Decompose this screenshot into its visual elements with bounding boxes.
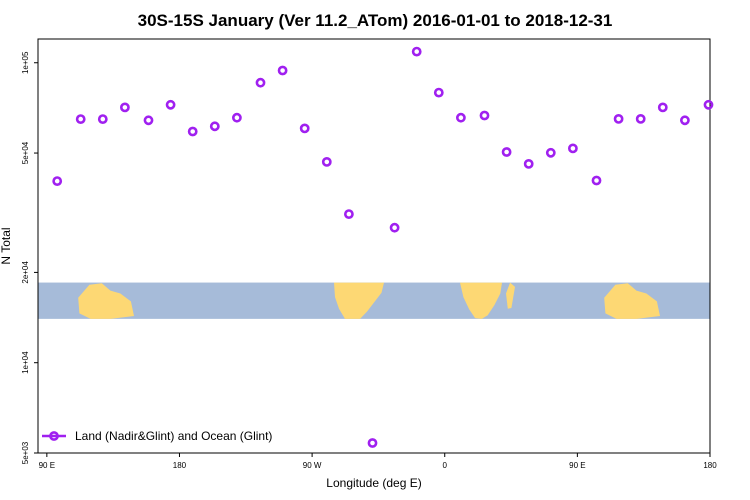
y-tick-label: 1e+05	[21, 51, 30, 74]
legend-marker	[49, 431, 59, 441]
data-point	[52, 176, 63, 186]
data-point	[523, 158, 534, 169]
plot-frame	[37, 38, 711, 454]
map-land-africa	[460, 282, 502, 319]
data-point	[97, 114, 108, 124]
data-point	[367, 438, 378, 448]
y-tick-label: 2e+04	[21, 261, 30, 284]
data-point	[209, 121, 220, 132]
data-point	[479, 110, 490, 121]
x-tick-label: 0	[443, 461, 448, 470]
map-band	[38, 282, 710, 319]
x-tick-label: 90 E	[39, 461, 55, 470]
data-point	[299, 123, 310, 134]
map-land-australia-2	[604, 283, 660, 319]
data-point	[343, 209, 354, 219]
data-point	[635, 114, 646, 124]
legend: Land (Nadir&Glint) and Ocean (Glint)	[42, 429, 272, 443]
x-tick-label: 90 W	[303, 461, 322, 470]
data-point	[613, 114, 624, 124]
map-land-australia	[78, 283, 134, 319]
data-point	[75, 114, 86, 124]
data-point	[703, 99, 714, 110]
data-point	[411, 46, 422, 57]
data-points	[52, 46, 714, 448]
data-point	[455, 112, 466, 123]
data-point	[545, 147, 556, 158]
data-point	[255, 77, 266, 88]
y-tick-label: 5e+03	[21, 441, 30, 464]
x-tick-label: 180	[173, 461, 187, 470]
data-point	[568, 143, 578, 154]
data-point	[389, 222, 400, 233]
data-point	[143, 115, 154, 126]
data-point	[501, 147, 512, 157]
chart-title: 30S-15S January (Ver 11.2_ATom) 2016-01-…	[138, 11, 613, 30]
data-point	[657, 102, 668, 113]
map-land-south-america	[334, 282, 384, 319]
y-axis-label: N Total	[0, 227, 13, 264]
y-tick-label: 1e+04	[21, 351, 30, 374]
data-point	[120, 102, 130, 113]
data-point	[433, 87, 444, 98]
data-point	[321, 156, 332, 167]
data-point	[591, 175, 602, 186]
data-point	[165, 99, 176, 110]
x-tick-label: 90 E	[569, 461, 585, 470]
y-axis: 5e+03 1e+04 2e+04 5e+04 1e+05	[21, 51, 38, 464]
data-point	[231, 112, 242, 123]
data-point	[187, 126, 198, 137]
data-point	[680, 115, 690, 126]
data-point	[277, 65, 288, 76]
map-land-madagascar	[506, 282, 515, 309]
x-axis-label: Longitude (deg E)	[326, 476, 421, 490]
x-axis: 90 E 180 90 W 0 90 E 180	[39, 453, 717, 470]
legend-label: Land (Nadir&Glint) and Ocean (Glint)	[75, 429, 272, 443]
x-tick-label: 180	[703, 461, 717, 470]
y-tick-label: 5e+04	[21, 141, 30, 164]
